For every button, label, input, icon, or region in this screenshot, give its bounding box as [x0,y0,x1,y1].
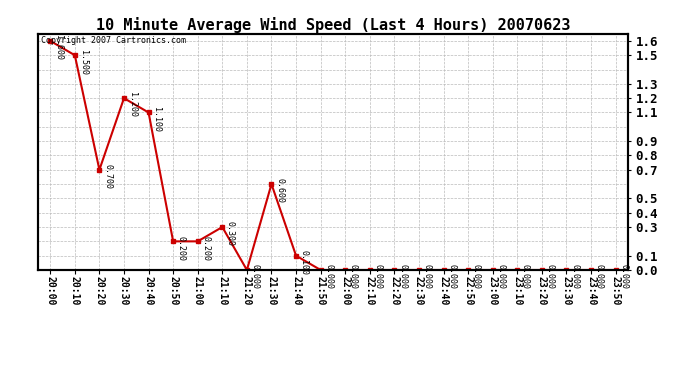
Text: 1.500: 1.500 [79,50,88,75]
Text: 1.200: 1.200 [128,93,137,117]
Text: Copyright 2007 Cartronics.com: Copyright 2007 Cartronics.com [41,36,186,45]
Text: 0.200: 0.200 [177,236,186,261]
Title: 10 Minute Average Wind Speed (Last 4 Hours) 20070623: 10 Minute Average Wind Speed (Last 4 Hou… [96,16,570,33]
Text: 0.700: 0.700 [103,164,112,189]
Text: 0.100: 0.100 [299,250,308,275]
Text: 0.000: 0.000 [250,264,259,289]
Text: 0.000: 0.000 [595,264,604,289]
Text: 0.000: 0.000 [570,264,579,289]
Text: 0.000: 0.000 [546,264,555,289]
Text: 0.000: 0.000 [472,264,481,289]
Text: 0.000: 0.000 [423,264,432,289]
Text: 0.000: 0.000 [324,264,333,289]
Text: 0.000: 0.000 [496,264,505,289]
Text: 0.000: 0.000 [373,264,382,289]
Text: 0.600: 0.600 [275,178,284,203]
Text: 0.200: 0.200 [201,236,210,261]
Text: 0.000: 0.000 [349,264,358,289]
Text: 1.600: 1.600 [54,35,63,60]
Text: 0.000: 0.000 [521,264,530,289]
Text: 0.300: 0.300 [226,221,235,246]
Text: 0.000: 0.000 [447,264,456,289]
Text: 1.100: 1.100 [152,107,161,132]
Text: 0.000: 0.000 [620,264,629,289]
Text: 0.000: 0.000 [398,264,407,289]
